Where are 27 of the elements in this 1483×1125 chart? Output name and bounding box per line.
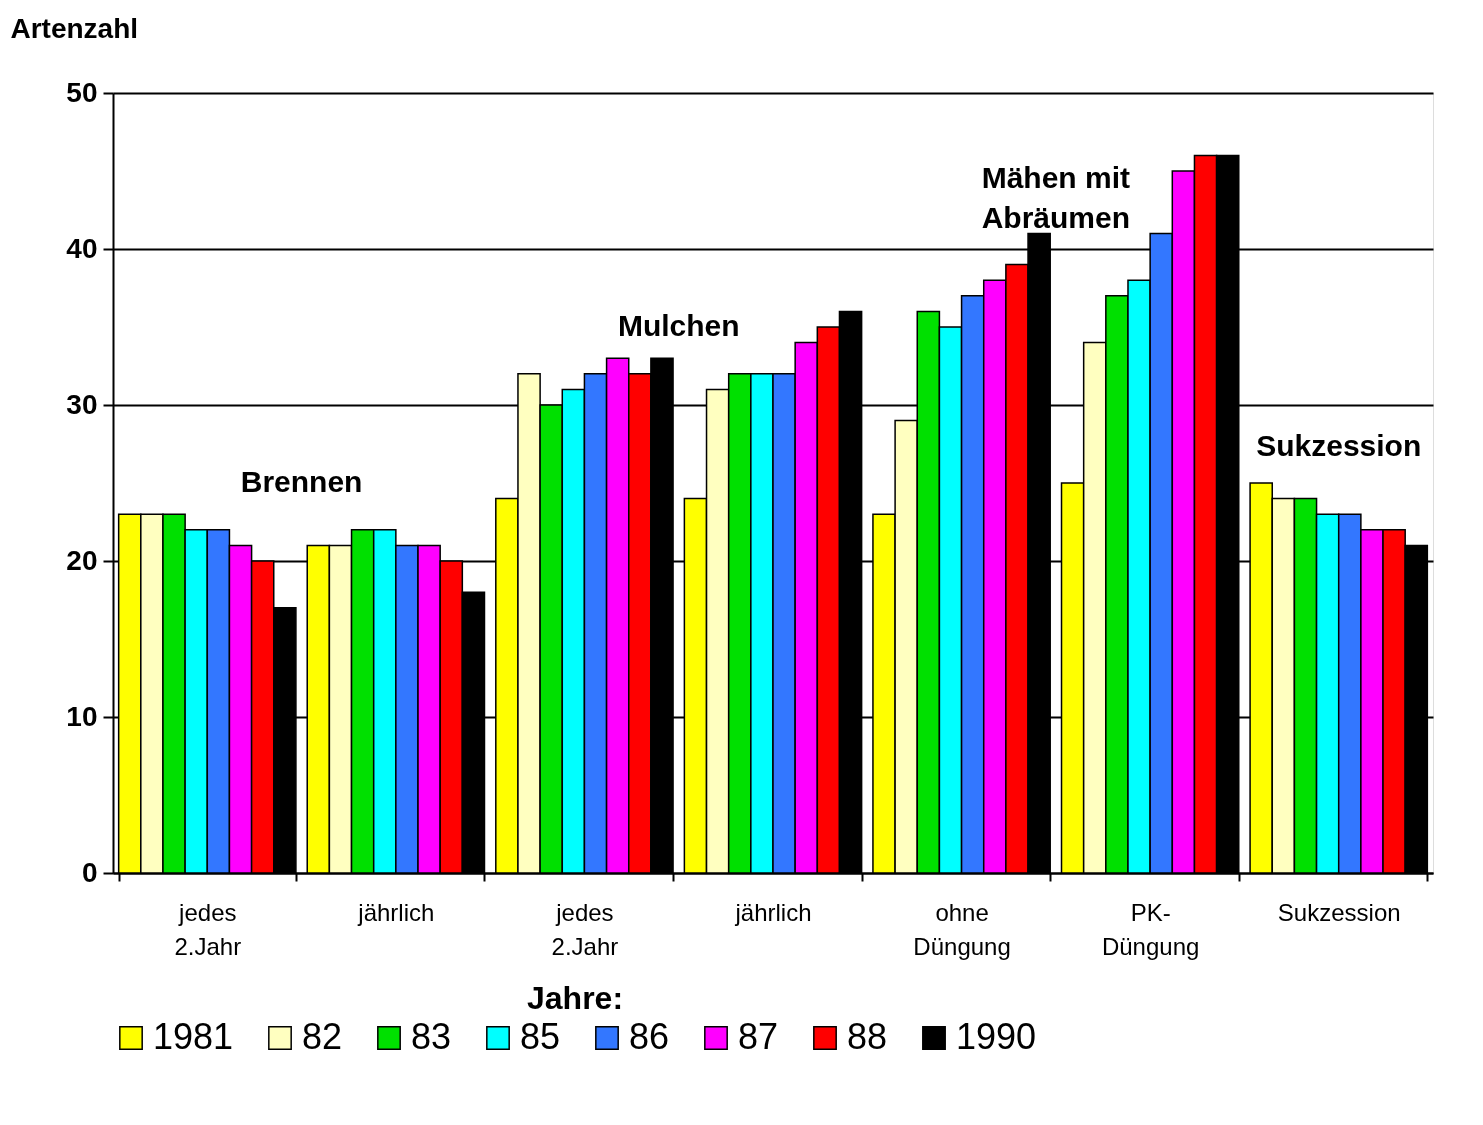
legend-label: 82 — [302, 1016, 343, 1057]
y-tick-label: 30 — [66, 388, 98, 420]
legend-label: 1990 — [956, 1016, 1037, 1057]
annotation: Sukzession — [1256, 429, 1422, 463]
x-tick-label: jährlich — [357, 898, 435, 926]
y-tick-label: 50 — [66, 76, 98, 108]
y-tick-label: 10 — [66, 700, 98, 732]
legend-label: 88 — [847, 1016, 888, 1057]
x-tick-label: ohne Düngung — [913, 898, 1011, 960]
legend-label: 86 — [629, 1016, 670, 1057]
x-tick-label: PK- Düngung — [1101, 898, 1200, 960]
legend-label: 1981 — [153, 1016, 234, 1057]
legend-title: Jahre: — [526, 980, 624, 1016]
legend-label: 85 — [520, 1016, 561, 1057]
x-tick-label: Sukzession — [1277, 898, 1401, 926]
annotation: Mähen mit Abräumen — [981, 160, 1131, 234]
y-tick-label: 40 — [66, 232, 98, 264]
x-tick-label: jedes 2.Jahr — [551, 898, 619, 960]
annotation: Mulchen — [617, 309, 740, 342]
y-tick-label: 0 — [81, 856, 98, 888]
annotation: Brennen — [240, 465, 363, 498]
legend-label: 87 — [738, 1016, 779, 1057]
x-tick-label: jedes 2.Jahr — [174, 898, 242, 960]
legend-label: 83 — [411, 1016, 452, 1057]
x-tick-label: jährlich — [734, 898, 812, 926]
y-axis-title: Artenzahl — [10, 12, 139, 44]
y-tick-label: 20 — [66, 544, 98, 576]
